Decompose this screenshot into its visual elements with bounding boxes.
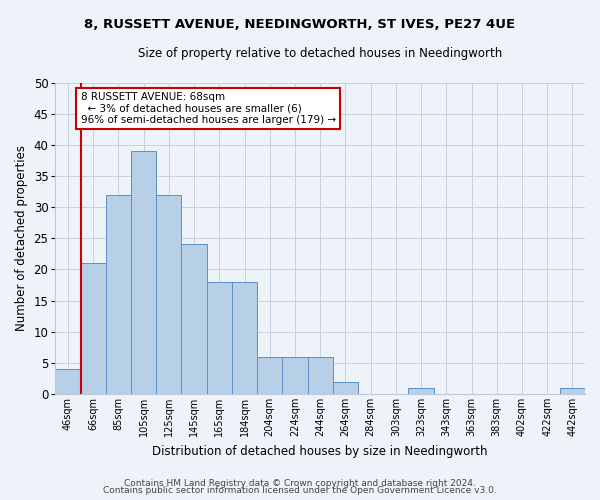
Bar (156, 194, 181, 394)
Bar (409, 388, 434, 394)
Bar (181, 244, 206, 394)
Title: Size of property relative to detached houses in Needingworth: Size of property relative to detached ho… (138, 48, 502, 60)
Bar (560, 388, 585, 394)
Bar (55, 369, 80, 394)
Bar (232, 282, 257, 394)
Bar (333, 382, 358, 394)
Y-axis label: Number of detached properties: Number of detached properties (15, 146, 28, 332)
Text: 8, RUSSETT AVENUE, NEEDINGWORTH, ST IVES, PE27 4UE: 8, RUSSETT AVENUE, NEEDINGWORTH, ST IVES… (85, 18, 515, 30)
Text: Contains public sector information licensed under the Open Government Licence v3: Contains public sector information licen… (103, 486, 497, 495)
X-axis label: Distribution of detached houses by size in Needingworth: Distribution of detached houses by size … (152, 444, 488, 458)
Bar (131, 151, 156, 394)
Bar (206, 282, 232, 394)
Text: Contains HM Land Registry data © Crown copyright and database right 2024.: Contains HM Land Registry data © Crown c… (124, 478, 476, 488)
Bar (80, 263, 106, 394)
Bar (257, 356, 283, 394)
Bar (283, 356, 308, 394)
Bar (106, 194, 131, 394)
Text: 8 RUSSETT AVENUE: 68sqm
  ← 3% of detached houses are smaller (6)
96% of semi-de: 8 RUSSETT AVENUE: 68sqm ← 3% of detached… (80, 92, 336, 125)
Bar (308, 356, 333, 394)
